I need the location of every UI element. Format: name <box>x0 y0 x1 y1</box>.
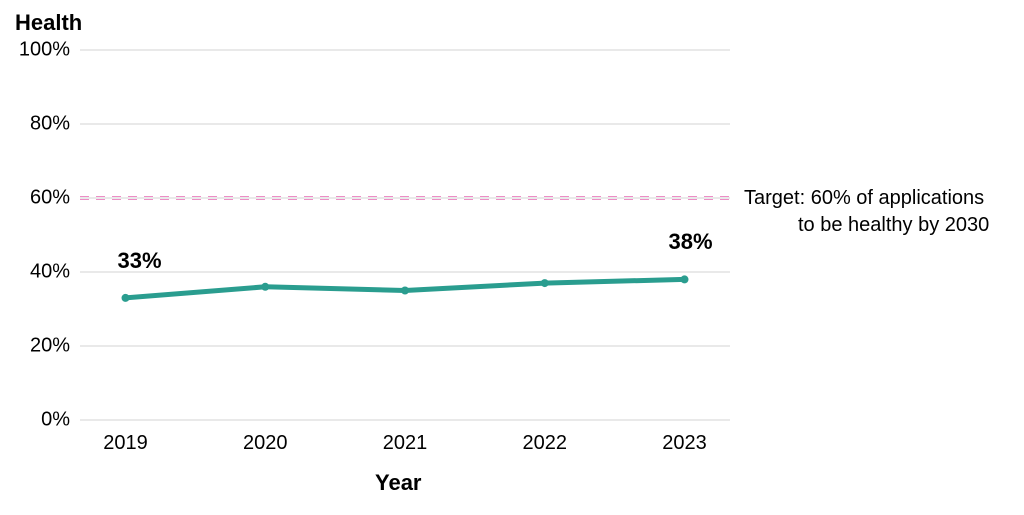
x-tick-label: 2021 <box>383 420 428 455</box>
target-label-line: Target: 60% of applications <box>744 185 989 212</box>
grid-line <box>80 49 730 51</box>
y-tick-label: 20% <box>30 335 80 358</box>
chart-svg <box>80 50 730 420</box>
data-point-label: 38% <box>668 229 712 255</box>
series-marker <box>401 287 409 295</box>
target-label-line: to be healthy by 2030 <box>744 212 989 239</box>
x-tick-label: 2020 <box>243 420 288 455</box>
series-marker <box>122 294 130 302</box>
target-label: Target: 60% of applicationsto be healthy… <box>744 185 989 239</box>
series-marker <box>541 279 549 287</box>
plot-area: 0%20%40%60%80%100%2019202020212022202333… <box>80 50 730 420</box>
grid-line <box>80 345 730 347</box>
series-marker <box>261 283 269 291</box>
y-axis-title: Health <box>15 10 82 36</box>
series-marker <box>681 275 689 283</box>
y-tick-label: 60% <box>30 187 80 210</box>
x-tick-label: 2023 <box>662 420 707 455</box>
y-tick-label: 80% <box>30 113 80 136</box>
health-line-chart: Health 0%20%40%60%80%100%201920202021202… <box>0 0 1024 515</box>
x-tick-label: 2022 <box>523 420 568 455</box>
y-tick-label: 0% <box>41 409 80 432</box>
grid-line <box>80 197 730 199</box>
data-point-label: 33% <box>117 248 161 274</box>
grid-line <box>80 271 730 273</box>
x-tick-label: 2019 <box>103 420 148 455</box>
grid-line <box>80 123 730 125</box>
y-tick-label: 40% <box>30 261 80 284</box>
y-tick-label: 100% <box>19 39 80 62</box>
x-axis-title: Year <box>375 470 422 496</box>
